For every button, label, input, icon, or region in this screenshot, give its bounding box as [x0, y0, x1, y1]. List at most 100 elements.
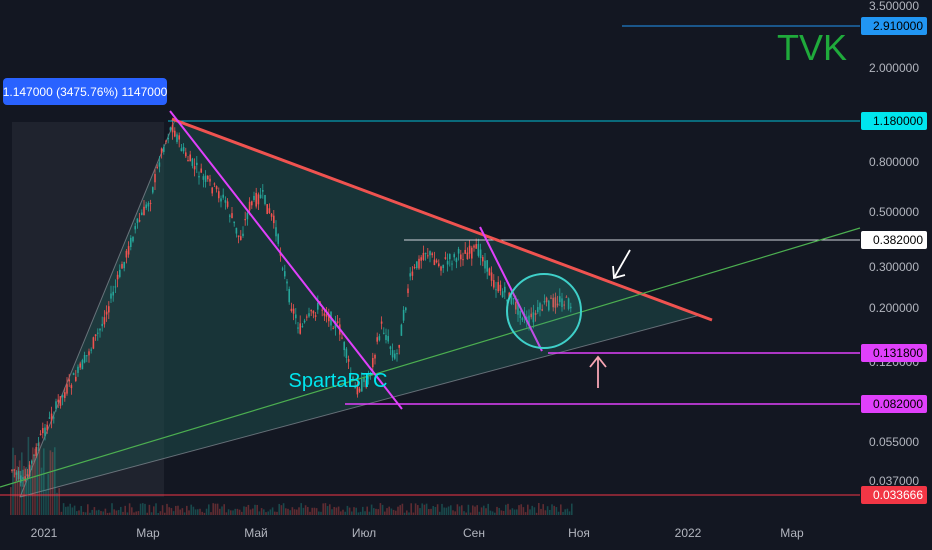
- candle-body: [15, 472, 18, 475]
- candle-body: [310, 309, 312, 312]
- volume-bar: [87, 504, 89, 515]
- candle-body: [281, 268, 284, 270]
- x-axis[interactable]: 2021 Мар Май Июл Сен Ноя 2022 Мар: [31, 526, 804, 540]
- volume-bar: [32, 447, 34, 515]
- volume-bar: [181, 508, 184, 515]
- volume-bar: [62, 503, 65, 515]
- volume-bar: [201, 511, 203, 515]
- volume-bar: [128, 503, 131, 515]
- volume-bar: [36, 447, 38, 515]
- volume-bar: [170, 508, 173, 515]
- volume-bar: [225, 512, 228, 515]
- volume-bar: [208, 504, 210, 515]
- volume-bar: [298, 507, 300, 515]
- volume-bar: [375, 508, 377, 515]
- volume-bar: [566, 508, 569, 515]
- volume-bar: [34, 448, 36, 515]
- candle-body: [361, 378, 363, 392]
- volume-bar: [82, 511, 85, 515]
- y-tick-label: 0.800000: [869, 155, 919, 169]
- candle-body: [303, 320, 306, 323]
- candle-body: [196, 162, 198, 166]
- candle-body: [68, 379, 70, 382]
- volume-bar: [472, 505, 474, 515]
- x-tick-label: 2022: [675, 526, 702, 540]
- candle-body: [407, 288, 409, 294]
- candle-body: [473, 245, 475, 248]
- volume-bar: [483, 505, 485, 515]
- volume-bar: [560, 504, 562, 515]
- volume-bar: [553, 505, 555, 515]
- candle-body: [251, 201, 253, 206]
- volume-bar: [54, 447, 56, 515]
- candle-body: [266, 204, 268, 214]
- volume-bar: [148, 504, 151, 515]
- volume-bar: [509, 509, 511, 515]
- price-badge-label: 0.082000: [873, 397, 923, 411]
- candle-body: [242, 233, 244, 237]
- volume-bar: [111, 503, 113, 515]
- candle-body: [288, 289, 290, 303]
- candle-body: [270, 213, 273, 217]
- volume-bar: [58, 488, 60, 515]
- volume-bar: [474, 506, 476, 515]
- volume-bar: [562, 511, 564, 515]
- candle-body: [352, 376, 354, 380]
- price-badge: [861, 344, 927, 362]
- support-trendline: [0, 227, 861, 488]
- volume-bar: [480, 507, 483, 515]
- volume-bar: [89, 512, 91, 515]
- volume-bar: [146, 512, 148, 515]
- candle-body: [457, 248, 460, 254]
- candle-body: [550, 297, 552, 299]
- candle-body: [64, 392, 66, 399]
- y-axis[interactable]: 3.500000 2.000000 0.800000 0.500000 0.300000…: [869, 0, 919, 488]
- chart-watermark: SpartaBTC: [289, 370, 388, 392]
- volume-bar: [500, 510, 503, 515]
- volume-bar: [172, 511, 175, 515]
- volume-bar: [238, 509, 241, 515]
- volume-bar: [212, 503, 214, 515]
- volume-bar: [177, 505, 179, 515]
- volume-bar: [333, 507, 335, 515]
- volume-bar: [247, 504, 250, 515]
- candle-body: [33, 454, 35, 456]
- volume-bar: [445, 507, 448, 515]
- candle-body: [499, 284, 502, 291]
- volume-bar: [95, 510, 98, 515]
- candle-body: [405, 307, 407, 311]
- candle-body: [92, 337, 95, 349]
- price-badge-label: 0.131800: [873, 346, 923, 360]
- volume-bar: [465, 512, 467, 515]
- candle-body: [378, 336, 381, 341]
- volume-bar: [47, 473, 49, 515]
- volume-bar: [221, 506, 223, 515]
- volume-bar: [157, 512, 159, 515]
- x-tick-label: 2021: [31, 526, 58, 540]
- candle-body: [345, 348, 348, 358]
- volume-bar: [188, 510, 190, 515]
- candle-body: [147, 203, 150, 207]
- candle-body: [55, 401, 57, 409]
- volume-bar: [549, 509, 551, 515]
- candle-body: [59, 396, 62, 406]
- candle-body: [347, 359, 350, 362]
- candle-body: [46, 424, 48, 431]
- candle-body: [204, 175, 207, 182]
- volume-bar: [109, 512, 111, 515]
- volume-bar: [144, 503, 146, 515]
- volume-bar: [293, 509, 296, 515]
- downtrend-line-2: [479, 226, 543, 352]
- volume-bar: [159, 511, 162, 515]
- candle-body: [299, 323, 301, 334]
- volume-bar: [166, 503, 168, 515]
- candle-body: [218, 191, 220, 199]
- volume-bar: [10, 487, 12, 515]
- candle-body: [145, 204, 147, 209]
- candle-body: [534, 313, 537, 315]
- candle-body: [416, 261, 418, 269]
- candle-body: [409, 273, 411, 277]
- candle-body: [13, 469, 15, 471]
- volume-bar: [194, 509, 197, 515]
